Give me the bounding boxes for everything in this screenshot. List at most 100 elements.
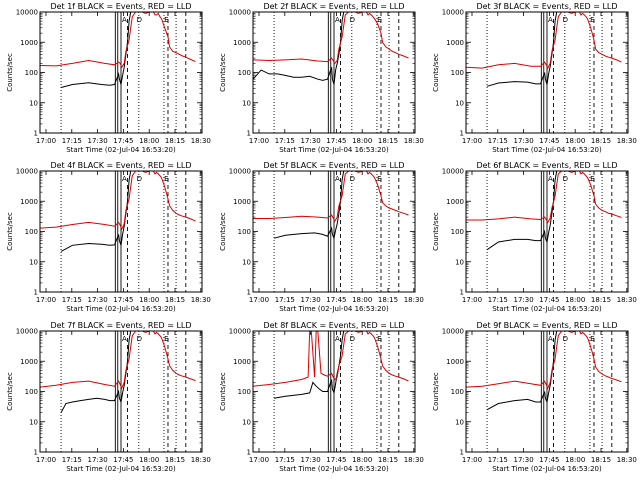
y-tick-label: 10: [242, 99, 251, 107]
series-line-lld: [466, 12, 622, 70]
y-axis-label: Counts/sec: [432, 372, 440, 411]
plot-frame: [465, 330, 629, 453]
x-tick-label: 17:00: [249, 296, 269, 304]
panel-5: Det 5f BLACK = Events, RED = LLD Counts/s…: [219, 161, 424, 313]
y-tick-label: 1000: [20, 198, 38, 206]
marker-label: A: [122, 335, 127, 343]
x-axis-label: Start Time (02-Jul-04 16:53:20): [279, 465, 389, 473]
series-line-lld: [253, 331, 409, 387]
marker-label: E: [164, 335, 168, 343]
x-tick-label: 17:00: [462, 137, 482, 145]
marker-label: A: [548, 16, 553, 24]
y-tick-label: 1000: [446, 358, 464, 366]
x-tick-label: 18:00: [139, 137, 159, 145]
marker-label: D: [563, 175, 568, 183]
panel-title: Det 9f BLACK = Events, RED = LLD: [476, 321, 617, 330]
x-tick-label: 18:15: [165, 296, 185, 304]
y-tick-label: 10: [455, 99, 464, 107]
panel-1: Det 1f BLACK = Events, RED = LLD Counts/s…: [6, 2, 211, 154]
x-tick-label: 17:45: [539, 137, 559, 145]
y-tick-label: 10000: [229, 9, 251, 17]
series-line-lld: [253, 12, 409, 65]
x-axis-label: Start Time (02-Jul-04 16:53:20): [66, 465, 176, 473]
y-tick-label: 10000: [442, 168, 464, 176]
x-tick-label: 17:30: [514, 137, 534, 145]
series-line-events: [486, 12, 559, 87]
panel-8: Det 8f BLACK = Events, RED = LLD Counts/s…: [219, 321, 424, 473]
marker-label: E: [164, 16, 168, 24]
y-tick-label: 100: [25, 69, 38, 77]
x-tick-label: 17:45: [539, 296, 559, 304]
x-tick-label: 17:15: [488, 296, 508, 304]
x-tick-label: 17:30: [88, 137, 108, 145]
y-tick-label: 10000: [442, 328, 464, 336]
panel-title: Det 2f BLACK = Events, RED = LLD: [263, 2, 404, 11]
series-line-lld: [40, 171, 196, 231]
y-tick-label: 1: [247, 130, 251, 138]
y-tick-label: 1: [460, 449, 464, 457]
x-tick-label: 17:15: [488, 456, 508, 464]
panel-6: Det 6f BLACK = Events, RED = LLD Counts/s…: [432, 161, 637, 313]
x-tick-label: 17:15: [62, 137, 82, 145]
marker-label: D: [137, 335, 142, 343]
x-tick-label: 18:30: [404, 456, 424, 464]
series-line-lld: [466, 171, 622, 224]
series-line-lld: [40, 12, 196, 69]
x-tick-label: 17:15: [275, 456, 295, 464]
panel-title: Det 1f BLACK = Events, RED = LLD: [50, 2, 191, 11]
x-tick-label: 18:15: [165, 137, 185, 145]
y-axis-label: Counts/sec: [6, 53, 14, 92]
x-tick-label: 17:30: [301, 296, 321, 304]
panel-title: Det 4f BLACK = Events, RED = LLD: [50, 161, 191, 170]
y-tick-label: 100: [238, 228, 251, 236]
marker-label: E: [377, 175, 381, 183]
plot-frame: [39, 11, 203, 134]
x-tick-label: 18:00: [139, 456, 159, 464]
x-tick-label: 17:15: [62, 296, 82, 304]
x-tick-label: 18:15: [591, 456, 611, 464]
marker-label: D: [350, 16, 355, 24]
x-tick-label: 18:30: [404, 296, 424, 304]
x-tick-label: 17:30: [301, 456, 321, 464]
y-tick-label: 100: [25, 228, 38, 236]
panel-title: Det 5f BLACK = Events, RED = LLD: [263, 161, 404, 170]
y-tick-label: 100: [451, 69, 464, 77]
y-tick-label: 1: [247, 449, 251, 457]
y-tick-label: 10000: [16, 328, 38, 336]
x-tick-label: 17:45: [326, 296, 346, 304]
x-tick-label: 17:30: [301, 137, 321, 145]
series-line-events: [486, 171, 559, 251]
x-tick-label: 18:30: [617, 296, 637, 304]
y-tick-label: 1000: [446, 198, 464, 206]
marker-label: A: [548, 175, 553, 183]
y-tick-label: 1: [34, 130, 38, 138]
y-tick-label: 1000: [20, 39, 38, 47]
x-tick-label: 17:30: [514, 296, 534, 304]
y-tick-label: 1000: [233, 358, 251, 366]
series-line-lld: [466, 331, 622, 390]
x-axis-label: Start Time (02-Jul-04 16:53:20): [66, 305, 176, 313]
x-tick-label: 18:00: [352, 456, 372, 464]
y-tick-label: 10: [29, 99, 38, 107]
x-tick-label: 17:45: [113, 137, 133, 145]
x-axis-label: Start Time (02-Jul-04 16:53:20): [66, 146, 176, 154]
series-line-events: [274, 331, 346, 399]
x-tick-label: 17:00: [462, 296, 482, 304]
y-tick-label: 100: [451, 388, 464, 396]
series-line-events: [60, 12, 133, 88]
x-tick-label: 18:15: [378, 456, 398, 464]
x-tick-label: 18:30: [191, 296, 211, 304]
x-tick-label: 17:00: [249, 456, 269, 464]
x-tick-label: 17:00: [36, 296, 56, 304]
plot-frame: [465, 170, 629, 293]
x-axis-label: Start Time (02-Jul-04 16:53:20): [279, 305, 389, 313]
y-tick-label: 100: [25, 388, 38, 396]
marker-label: A: [122, 16, 127, 24]
y-tick-label: 1000: [233, 198, 251, 206]
x-tick-label: 18:30: [617, 456, 637, 464]
series-line-events: [60, 331, 133, 413]
y-tick-label: 1: [460, 289, 464, 297]
series-line-events: [60, 171, 133, 252]
marker-label: E: [590, 175, 594, 183]
y-tick-label: 1000: [20, 358, 38, 366]
